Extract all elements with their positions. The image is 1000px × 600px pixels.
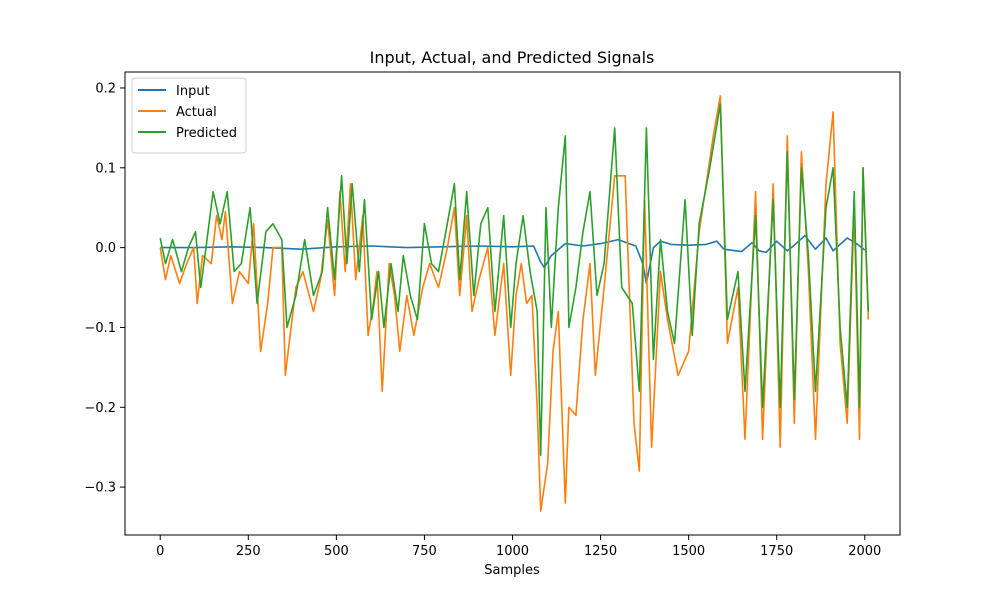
legend-label: Actual (176, 105, 217, 120)
legend-box (131, 77, 247, 154)
series-line-input (160, 234, 866, 285)
x-tick-label: 2000 (848, 544, 881, 559)
y-tick-label: 0.1 (95, 161, 116, 176)
y-axis: −0.3 −0.2 −0.1 0.0 0.1 0.2 (84, 81, 125, 496)
x-tick-label: 500 (324, 544, 349, 559)
chart-title: Input, Actual, and Predicted Signals (370, 48, 655, 67)
x-tick-label: 750 (412, 544, 437, 559)
y-tick-label: 0.0 (95, 241, 116, 256)
x-tick-label: 1500 (672, 544, 705, 559)
y-tick-label: −0.1 (84, 321, 116, 336)
series-line-actual (159, 95, 870, 512)
x-tick-label: 0 (156, 544, 164, 559)
x-tick-label: 1250 (584, 544, 617, 559)
x-axis-label: Samples (484, 563, 540, 578)
y-tick-label: −0.2 (84, 401, 116, 416)
x-tick-label: 1000 (496, 544, 529, 559)
y-tick-label: 0.2 (95, 81, 116, 96)
x-tick-label: 250 (236, 544, 261, 559)
legend-label: Input (176, 84, 210, 99)
series-line-predicted (159, 103, 870, 457)
y-tick-label: −0.3 (84, 481, 116, 496)
x-tick-label: 1750 (760, 544, 793, 559)
x-axis: 0 250 500 750 1000 1250 1500 1750 2000 (156, 535, 881, 559)
legend: Input Actual Predicted (131, 77, 247, 154)
legend-label: Predicted (176, 126, 237, 141)
